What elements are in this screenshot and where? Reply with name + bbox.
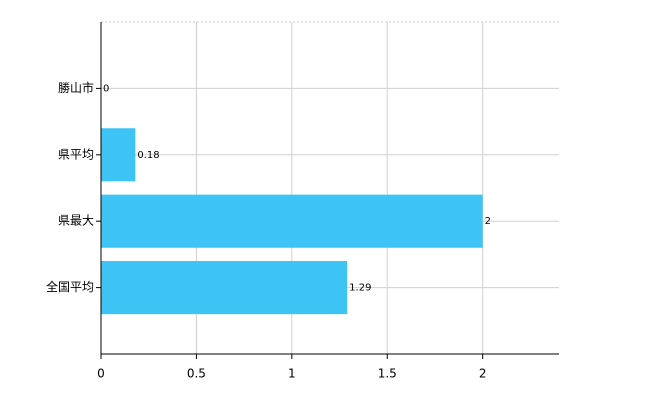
x-tick-label: 0.5 [187,367,206,381]
x-tick-label: 1.5 [378,367,397,381]
value-label: 1.29 [349,283,371,294]
value-label: 0.18 [137,150,159,161]
value-label: 2 [485,216,491,227]
bar [101,128,136,182]
y-tick-label: 勝山市 [58,80,94,95]
y-tick-label: 全国平均 [46,279,94,294]
y-tick-label: 県最大 [58,214,94,228]
bar [101,194,483,248]
x-tick-label: 1 [288,367,296,381]
value-label: 0 [103,83,109,94]
y-tick-label: 県平均 [58,147,94,161]
x-tick-label: 0 [97,367,105,381]
x-tick-label: 2 [479,367,487,381]
bar [101,261,348,315]
